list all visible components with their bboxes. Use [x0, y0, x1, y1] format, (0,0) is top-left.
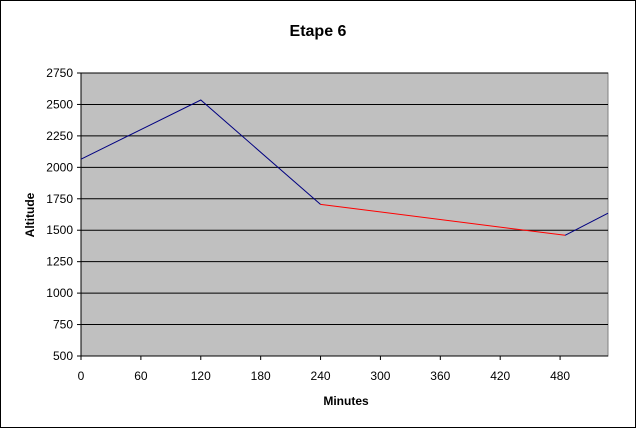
series-line [564, 212, 609, 236]
x-tick-label: 120 [191, 369, 211, 383]
x-tick-label: 180 [251, 369, 271, 383]
plot-area [80, 72, 609, 357]
series-line [80, 99, 321, 205]
x-tick-label: 300 [370, 369, 390, 383]
y-tick-label: 2000 [46, 160, 73, 174]
x-axis-label: Minutes [323, 394, 369, 408]
x-tick-label: 60 [134, 369, 148, 383]
x-tick-label: 480 [550, 369, 570, 383]
series-line [320, 203, 566, 236]
y-tick-label: 2250 [46, 129, 73, 143]
series-lines [80, 99, 609, 236]
y-tick-label: 1500 [46, 223, 73, 237]
y-tick-label: 1250 [46, 255, 73, 269]
y-tick-label: 750 [53, 318, 73, 332]
y-tick-label: 2750 [46, 66, 73, 80]
x-tick-label: 360 [430, 369, 450, 383]
x-tick-label: 0 [78, 369, 85, 383]
x-tick-label: 240 [311, 369, 331, 383]
gridlines [81, 72, 608, 326]
y-axis-label: Altitude [23, 192, 37, 237]
y-tick-label: 2500 [46, 97, 73, 111]
y-tick-label: 1750 [46, 192, 73, 206]
x-tick-label: 420 [490, 369, 510, 383]
y-tick-label: 1000 [46, 286, 73, 300]
axes [77, 72, 608, 360]
tick-labels: 500 750 1000 1250 1500 1750 2000 2250 2500 2750 0 6… [46, 66, 570, 383]
y-tick-label: 500 [53, 349, 73, 363]
chart-title: Etape 6 [290, 23, 347, 40]
